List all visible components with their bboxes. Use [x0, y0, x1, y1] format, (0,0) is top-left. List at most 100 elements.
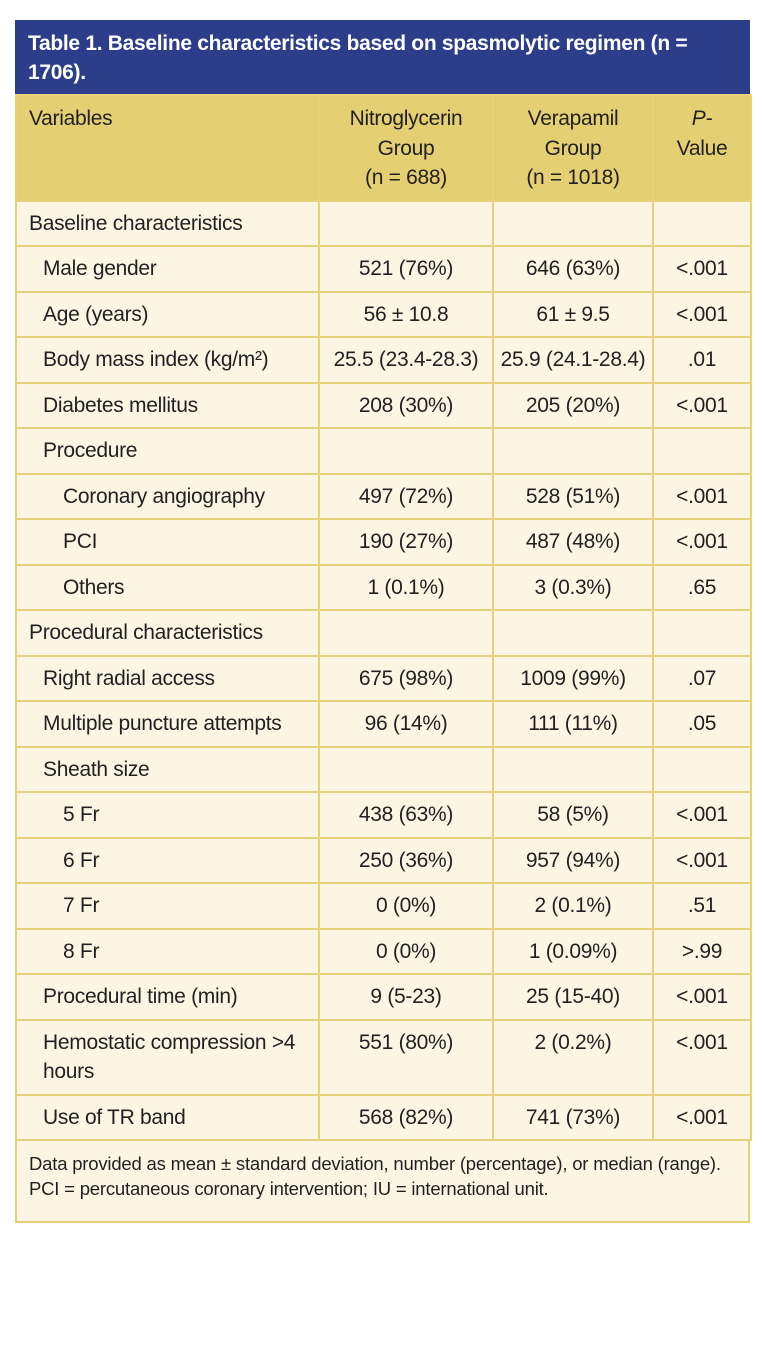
verapamil-value: 487 (48%): [492, 518, 654, 566]
p-value: >.99: [652, 927, 752, 975]
p-value: <.001: [652, 518, 752, 566]
row-label: Diabetes mellitus: [15, 381, 320, 429]
table-row: Others 1 (0.1%) 3 (0.3%) .65: [15, 563, 752, 611]
table-body: Baseline characteristics Male gender 521 (…: [15, 199, 752, 1141]
header-text: Nitroglycerin: [349, 107, 463, 130]
p-value: .51: [652, 882, 752, 930]
verapamil-value: 741 (73%): [492, 1093, 654, 1141]
row-label: Body mass index (kg/m²): [15, 336, 320, 384]
row-label: Procedural characteristics: [15, 609, 320, 657]
p-value: <.001: [652, 836, 752, 884]
header-row: Variables Nitroglycerin Group (n = 688) …: [15, 94, 752, 202]
table-title: Table 1. Baseline characteristics based …: [15, 20, 750, 94]
verapamil-value: 111 (11%): [492, 700, 654, 748]
nitroglycerin-value: 9 (5-23): [318, 973, 494, 1021]
verapamil-value: 25 (15-40): [492, 973, 654, 1021]
header-nitroglycerin: Nitroglycerin Group (n = 688): [318, 94, 494, 202]
row-label: Procedure: [15, 427, 320, 475]
row-label: Right radial access: [15, 654, 320, 702]
nitroglycerin-value: 250 (36%): [318, 836, 494, 884]
header-verapamil: Verapamil Group (n = 1018): [492, 94, 654, 202]
p-value: .01: [652, 336, 752, 384]
row-label: 8 Fr: [15, 927, 320, 975]
table-container: Table 1. Baseline characteristics based …: [15, 20, 752, 1223]
nitroglycerin-value: 438 (63%): [318, 791, 494, 839]
nitroglycerin-value: 208 (30%): [318, 381, 494, 429]
table-row: Coronary angiography 497 (72%) 528 (51%) <.…: [15, 472, 752, 520]
row-label: Age (years): [15, 290, 320, 338]
header-text: (n = 1018): [526, 166, 620, 189]
table-footnotes: Data provided as mean ± standard deviati…: [15, 1141, 750, 1223]
p-value: .65: [652, 563, 752, 611]
nitroglycerin-value: 25.5 (23.4-28.3): [318, 336, 494, 384]
p-value: <.001: [652, 381, 752, 429]
nitroglycerin-value: 521 (76%): [318, 245, 494, 293]
header-text: P-: [691, 107, 713, 130]
verapamil-value: 1 (0.09%): [492, 927, 654, 975]
row-label: Multiple puncture attempts: [15, 700, 320, 748]
verapamil-value: 25.9 (24.1-28.4): [492, 336, 654, 384]
baseline-table: Variables Nitroglycerin Group (n = 688) …: [15, 94, 752, 1141]
p-value: <.001: [652, 245, 752, 293]
verapamil-value: [492, 427, 654, 475]
table-row: Procedure: [15, 427, 752, 475]
header-text: Verapamil: [527, 107, 619, 130]
nitroglycerin-value: [318, 199, 494, 247]
p-value: <.001: [652, 1093, 752, 1141]
table-row: 6 Fr 250 (36%) 957 (94%) <.001: [15, 836, 752, 884]
nitroglycerin-value: 56 ± 10.8: [318, 290, 494, 338]
verapamil-value: 646 (63%): [492, 245, 654, 293]
table-row: PCI 190 (27%) 487 (48%) <.001: [15, 518, 752, 566]
nitroglycerin-value: [318, 609, 494, 657]
nitroglycerin-value: 568 (82%): [318, 1093, 494, 1141]
p-value: <.001: [652, 290, 752, 338]
row-label: Hemostatic compression >4 hours: [15, 1018, 320, 1096]
row-label: 6 Fr: [15, 836, 320, 884]
verapamil-value: [492, 745, 654, 793]
row-label: Male gender: [15, 245, 320, 293]
p-value: [652, 427, 752, 475]
nitroglycerin-value: [318, 427, 494, 475]
nitroglycerin-value: [318, 745, 494, 793]
p-value: [652, 609, 752, 657]
nitroglycerin-value: 96 (14%): [318, 700, 494, 748]
header-p-value: P- Value: [652, 94, 752, 202]
nitroglycerin-value: 497 (72%): [318, 472, 494, 520]
table-row: 7 Fr 0 (0%) 2 (0.1%) .51: [15, 882, 752, 930]
verapamil-value: 957 (94%): [492, 836, 654, 884]
verapamil-value: 528 (51%): [492, 472, 654, 520]
row-label: Coronary angiography: [15, 472, 320, 520]
table-row: Right radial access 675 (98%) 1009 (99%) .0…: [15, 654, 752, 702]
p-value: [652, 199, 752, 247]
table-row: Procedural characteristics: [15, 609, 752, 657]
header-variables: Variables: [15, 94, 320, 202]
verapamil-value: 61 ± 9.5: [492, 290, 654, 338]
p-value: <.001: [652, 472, 752, 520]
table-row: Multiple puncture attempts 96 (14%) 111 (1…: [15, 700, 752, 748]
table-row: Hemostatic compression >4 hours 551 (80%)…: [15, 1018, 752, 1096]
verapamil-value: 1009 (99%): [492, 654, 654, 702]
table-row: Body mass index (kg/m²) 25.5 (23.4-28.3) 2…: [15, 336, 752, 384]
row-label: Others: [15, 563, 320, 611]
p-value: <.001: [652, 791, 752, 839]
verapamil-value: 2 (0.1%): [492, 882, 654, 930]
row-label: 5 Fr: [15, 791, 320, 839]
table-row: Use of TR band 568 (82%) 741 (73%) <.001: [15, 1093, 752, 1141]
table-row: Procedural time (min) 9 (5-23) 25 (15-40) <…: [15, 973, 752, 1021]
p-value: .07: [652, 654, 752, 702]
verapamil-value: 58 (5%): [492, 791, 654, 839]
row-label: 7 Fr: [15, 882, 320, 930]
nitroglycerin-value: 0 (0%): [318, 927, 494, 975]
table-row: Baseline characteristics: [15, 199, 752, 247]
nitroglycerin-value: 551 (80%): [318, 1018, 494, 1096]
nitroglycerin-value: 1 (0.1%): [318, 563, 494, 611]
nitroglycerin-value: 0 (0%): [318, 882, 494, 930]
header-text: Group: [544, 136, 602, 160]
table-row: Age (years) 56 ± 10.8 61 ± 9.5 <.001: [15, 290, 752, 338]
p-value: <.001: [652, 1018, 752, 1096]
verapamil-value: [492, 199, 654, 247]
verapamil-value: 205 (20%): [492, 381, 654, 429]
p-value: <.001: [652, 973, 752, 1021]
footnote: Data provided as mean ± standard deviati…: [29, 1153, 721, 1174]
row-label: Procedural time (min): [15, 973, 320, 1021]
